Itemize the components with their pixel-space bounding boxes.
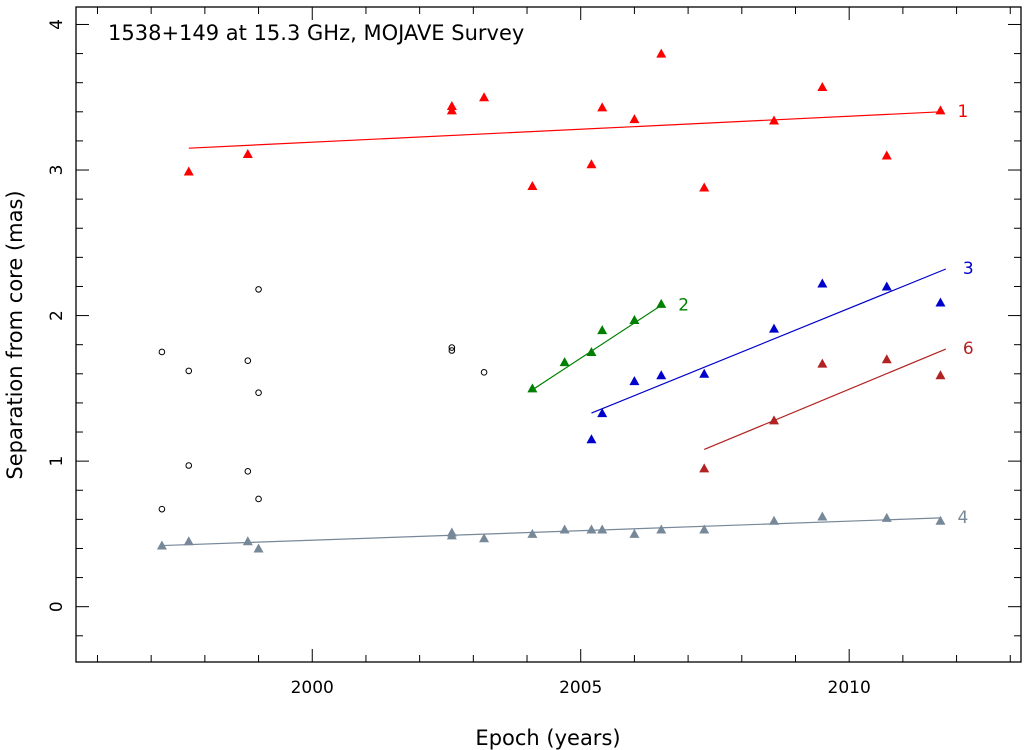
series-label-6: 6 <box>963 339 974 359</box>
series-label-1: 1 <box>957 102 968 122</box>
data-point-unassociated <box>448 344 456 351</box>
data-point-unassociated <box>158 348 166 356</box>
data-point-4 <box>559 524 570 534</box>
data-point-3 <box>629 376 640 386</box>
data-point-4 <box>253 543 264 553</box>
data-point-6 <box>699 463 710 473</box>
data-point-4 <box>156 540 167 550</box>
data-point-3 <box>817 278 828 288</box>
fit-lines <box>161 111 947 547</box>
series-label-2: 2 <box>678 295 689 315</box>
data-point-4 <box>817 511 828 521</box>
data-point-6 <box>769 415 780 425</box>
data-point-3 <box>935 297 946 307</box>
fit-line-2 <box>532 304 662 391</box>
data-point-3 <box>881 281 892 291</box>
y-tick-label: 3 <box>47 165 67 176</box>
data-point-4 <box>446 530 457 540</box>
x-tick-label: 2010 <box>828 678 871 698</box>
data-point-1 <box>656 48 667 58</box>
x-tick-label: 2000 <box>291 678 334 698</box>
data-points <box>156 48 946 553</box>
fit-line-3 <box>591 268 947 414</box>
data-point-4 <box>935 515 946 525</box>
data-point-2 <box>586 346 597 356</box>
data-point-unassociated <box>255 286 262 293</box>
series-labels: 1 2 3 6 4 <box>678 102 973 528</box>
series-label-3: 3 <box>963 259 974 279</box>
chart-title: 1538+149 at 15.3 GHz, MOJAVE Survey <box>108 21 524 45</box>
data-point-unassociated <box>244 468 252 475</box>
data-point-4 <box>597 524 608 534</box>
data-point-4 <box>527 528 538 538</box>
data-point-unassociated <box>244 357 252 365</box>
data-point-1 <box>527 181 538 191</box>
data-point-1 <box>183 166 194 176</box>
data-point-unassociated <box>255 389 262 397</box>
data-point-unassociated <box>158 505 166 513</box>
data-point-1 <box>479 92 490 102</box>
fit-line-6 <box>703 348 947 451</box>
data-point-2 <box>597 325 608 335</box>
data-point-4 <box>479 533 490 543</box>
data-point-4 <box>183 536 194 546</box>
data-point-4 <box>586 524 597 534</box>
data-point-2 <box>656 298 667 308</box>
y-tick-label: 0 <box>47 601 67 612</box>
series-label-4: 4 <box>957 508 968 528</box>
data-point-unassociated <box>480 369 488 376</box>
fit-line-4 <box>161 517 941 547</box>
data-point-1 <box>586 159 597 169</box>
data-point-6 <box>817 358 828 368</box>
data-point-4 <box>629 528 640 538</box>
data-point-4 <box>656 524 667 534</box>
data-point-4 <box>699 524 710 534</box>
data-point-6 <box>935 370 946 380</box>
data-point-3 <box>699 368 710 378</box>
y-tick-label: 4 <box>47 19 67 30</box>
y-axis-label: Separation from core (mas) <box>3 190 27 479</box>
x-axis-label: Epoch (years) <box>475 726 620 750</box>
data-point-4 <box>769 515 780 525</box>
data-point-1 <box>629 114 640 124</box>
data-point-1 <box>881 150 892 160</box>
data-point-1 <box>446 105 457 115</box>
y-tick-label: 1 <box>47 456 67 467</box>
data-point-unassociated <box>255 495 262 503</box>
data-point-3 <box>586 434 597 444</box>
data-point-2 <box>629 314 640 324</box>
data-point-3 <box>769 323 780 333</box>
data-point-6 <box>881 354 892 364</box>
data-point-1 <box>769 115 780 125</box>
data-point-1 <box>699 182 710 192</box>
y-tick-label: 2 <box>47 310 67 321</box>
data-point-1 <box>242 149 253 159</box>
axis-ticks: 2000 2005 2010 0 1 2 3 4 <box>47 7 1021 698</box>
data-point-2 <box>527 383 538 393</box>
data-point-3 <box>597 408 608 418</box>
data-point-2 <box>559 357 570 367</box>
data-point-4 <box>242 536 253 546</box>
data-point-unassociated <box>448 347 456 354</box>
data-point-unassociated <box>185 462 193 469</box>
data-point-unassociated <box>185 367 193 375</box>
plot-frame <box>75 6 1022 663</box>
x-tick-label: 2005 <box>559 678 602 698</box>
data-point-1 <box>935 105 946 115</box>
fit-line-1 <box>188 111 941 149</box>
data-point-3 <box>656 370 667 380</box>
data-point-1 <box>597 102 608 112</box>
data-point-1 <box>817 82 828 92</box>
data-point-4 <box>881 512 892 522</box>
